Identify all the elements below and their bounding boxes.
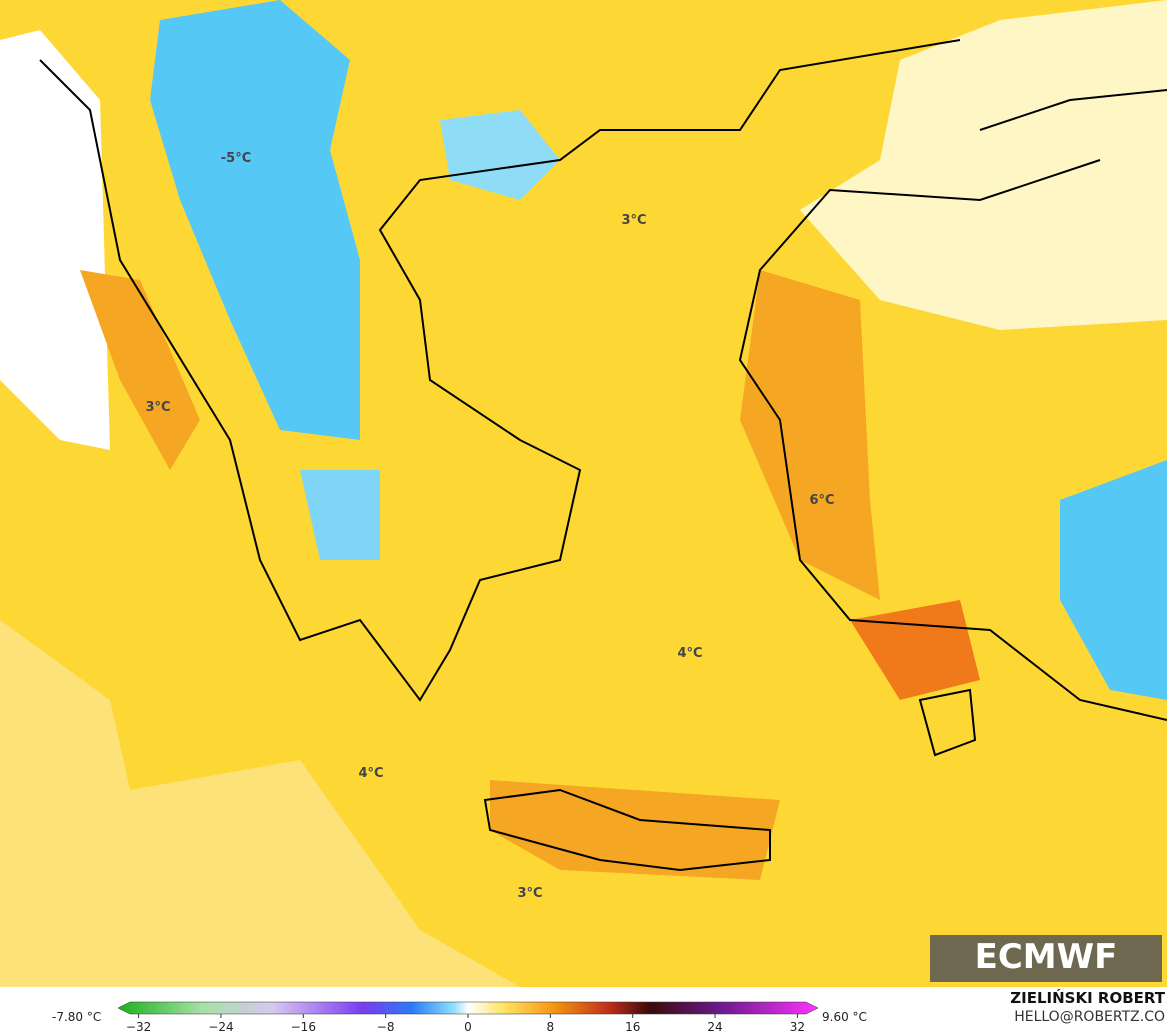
temperature-label: 3°C: [621, 213, 646, 228]
colorbar-tick-label: −32: [126, 1020, 151, 1034]
field-white: [0, 30, 110, 450]
colorbar-tick-label: −8: [377, 1020, 395, 1034]
temperature-label: -5°C: [221, 151, 251, 166]
field-warm: [850, 600, 980, 700]
coastline: [918, 688, 977, 757]
field-warm: [490, 780, 780, 880]
logo-text: ECMWF: [975, 937, 1118, 977]
email: HELLO@ROBERTZ.CO: [1014, 1009, 1165, 1025]
colorbar-min: -7.80 °C: [52, 1010, 101, 1024]
field-cold: [300, 470, 380, 560]
coastline: [39, 39, 1167, 721]
temperature-label: 3°C: [517, 886, 542, 901]
temperature-label: 4°C: [677, 646, 702, 661]
colorbar-tick-label: −24: [208, 1020, 233, 1034]
field-cold: [150, 0, 360, 440]
temperature-label: 4°C: [358, 766, 383, 781]
colorbar-tick-label: −16: [291, 1020, 316, 1034]
colorbar-tick-label: 0: [464, 1020, 472, 1034]
coastline: [483, 788, 771, 872]
field-cold: [440, 110, 560, 200]
author: ZIELIŃSKI ROBERT: [1010, 988, 1165, 1007]
colorbar-tick-label: 32: [790, 1020, 805, 1034]
field-pale: [0, 620, 520, 987]
map-labels: -5°C 3°C 3°C 6°C 4°C 4°C 3°C: [145, 151, 834, 901]
field-warm: [740, 270, 880, 600]
colorbar-bar: [117, 1001, 819, 1015]
colorbar: -7.80 °C 9.60 °C −32 −24 −16 −8 0 8 16 24 32: [52, 1001, 867, 1034]
map: ECMWF: [0, 0, 1167, 987]
logo-box: [930, 935, 1162, 982]
field-cold: [1060, 460, 1167, 700]
colorbar-max: 9.60 °C: [822, 1010, 867, 1024]
colorbar-tick-label: 16: [625, 1020, 640, 1034]
colorbar-tick-label: 8: [547, 1020, 555, 1034]
temperature-label: 3°C: [145, 400, 170, 415]
field-pale: [800, 0, 1167, 330]
colorbar-tick-label: 24: [707, 1020, 722, 1034]
field-warm: [80, 270, 200, 470]
temperature-label: 6°C: [809, 493, 834, 508]
